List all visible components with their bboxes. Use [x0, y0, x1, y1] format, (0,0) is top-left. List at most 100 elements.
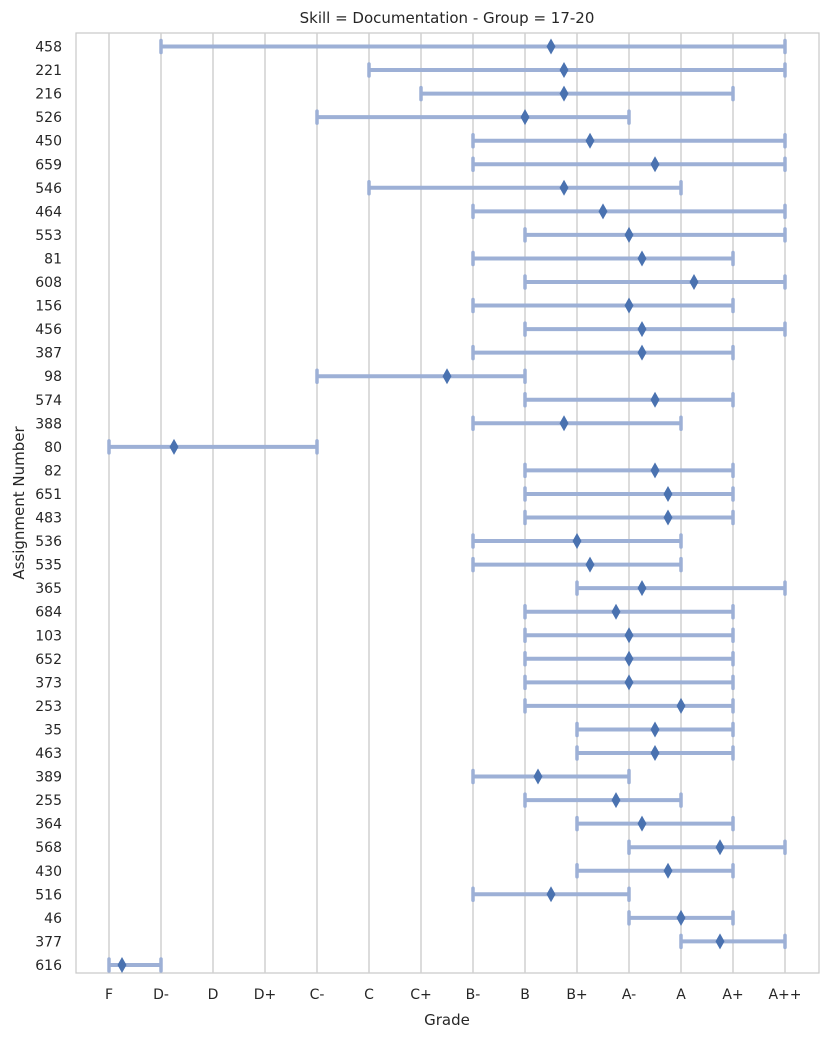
mean-marker	[637, 580, 647, 597]
x-tick-label: A	[676, 987, 686, 1003]
mean-marker	[546, 886, 556, 903]
y-tick-label: 463	[35, 746, 62, 762]
y-tick-label: 546	[35, 181, 62, 197]
mean-marker	[689, 274, 699, 290]
y-tick-label: 81	[44, 251, 62, 267]
mean-marker	[624, 297, 634, 314]
mean-marker	[650, 156, 660, 173]
x-tick-label: A+	[722, 987, 743, 1003]
x-tick-label: C-	[310, 987, 325, 1003]
mean-marker	[676, 909, 686, 926]
y-tick-labels: 458 221 216 526 450 659 546 464 553 81 608 156 456 38…	[35, 40, 62, 974]
mean-marker	[611, 603, 621, 620]
y-tick-label: 450	[35, 134, 62, 150]
y-tick-label: 255	[35, 793, 62, 809]
y-tick-label: 80	[44, 440, 62, 456]
y-tick-label: 536	[35, 534, 62, 550]
y-tick-label: 659	[35, 157, 62, 173]
mean-marker	[650, 721, 660, 738]
mean-marker	[715, 933, 725, 950]
mean-marker	[442, 368, 452, 385]
y-tick-label: 387	[35, 346, 62, 362]
y-tick-label: 216	[35, 87, 62, 103]
x-tick-label: B	[520, 987, 530, 1003]
y-tick-label: 458	[35, 40, 62, 56]
mean-marker	[663, 509, 673, 526]
y-tick-label: 377	[35, 934, 62, 950]
y-tick-label: 221	[35, 63, 62, 79]
x-tick-label: F	[105, 987, 113, 1003]
x-tick-label: C	[364, 987, 374, 1003]
mean-marker	[533, 768, 543, 785]
y-tick-label: 483	[35, 511, 62, 527]
y-axis-label: Assignment Number	[10, 425, 28, 579]
mean-marker	[585, 132, 595, 149]
x-tick-label: D-	[153, 987, 169, 1003]
range-bars	[107, 38, 787, 973]
y-tick-label: 82	[44, 463, 62, 479]
mean-marker	[663, 862, 673, 879]
plot-frame	[75, 32, 820, 974]
y-tick-label: 388	[35, 416, 62, 432]
mean-marker	[520, 109, 530, 126]
x-tick-label: C+	[410, 987, 432, 1003]
mean-marker	[572, 533, 582, 550]
y-tick-label: 430	[35, 864, 62, 880]
y-tick-label: 652	[35, 652, 62, 668]
x-tick-label: B-	[466, 987, 481, 1003]
mean-marker	[117, 956, 127, 973]
y-tick-label: 535	[35, 558, 62, 574]
y-tick-label: 651	[35, 487, 62, 503]
mean-marker	[715, 839, 725, 856]
x-tick-label: A++	[768, 987, 801, 1003]
mean-marker	[650, 745, 660, 761]
y-tick-label: 516	[35, 887, 62, 903]
y-tick-label: 35	[44, 722, 62, 738]
mean-marker	[637, 815, 647, 832]
y-tick-label: 365	[35, 581, 62, 597]
x-tick-label: D	[208, 987, 219, 1003]
y-tick-label: 574	[35, 393, 62, 409]
mean-marker	[559, 415, 569, 432]
y-tick-label: 684	[35, 605, 62, 621]
mean-marker	[624, 226, 634, 243]
mean-marker	[650, 462, 660, 479]
y-tick-label: 98	[44, 369, 62, 385]
y-tick-label: 456	[35, 322, 62, 338]
mean-marker	[637, 321, 647, 338]
y-tick-label: 46	[44, 911, 62, 927]
chart-title: Skill = Documentation - Group = 17-20	[300, 9, 595, 27]
mean-marker	[559, 85, 569, 102]
mean-marker	[598, 203, 608, 220]
mean-marker	[650, 391, 660, 408]
x-tick-label: B+	[566, 987, 587, 1003]
mean-marker	[624, 627, 634, 644]
x-tick-labels: F D- D D+ C- C C+ B- B B+ A- A A+ A++	[105, 987, 802, 1003]
y-tick-label: 253	[35, 699, 62, 715]
mean-marker	[559, 179, 569, 196]
y-tick-label: 616	[35, 958, 62, 974]
y-tick-label: 568	[35, 840, 62, 856]
mean-markers	[117, 38, 725, 973]
mean-marker	[546, 38, 556, 55]
x-tick-label: A-	[622, 987, 636, 1003]
x-tick-label: D+	[254, 987, 277, 1003]
y-tick-label: 389	[35, 770, 62, 786]
y-tick-label: 373	[35, 675, 62, 691]
mean-marker	[169, 438, 179, 455]
grid-lines	[108, 33, 786, 973]
y-tick-label: 364	[35, 817, 62, 833]
y-tick-label: 608	[35, 275, 62, 291]
mean-marker	[624, 674, 634, 691]
y-tick-label: 526	[35, 110, 62, 126]
mean-marker	[663, 485, 673, 502]
mean-marker	[624, 650, 634, 667]
mean-marker	[611, 792, 621, 809]
y-tick-label: 103	[35, 628, 62, 644]
mean-marker	[559, 62, 569, 79]
mean-marker	[637, 344, 647, 361]
y-tick-label: 553	[35, 228, 62, 244]
mean-marker	[585, 556, 595, 573]
x-axis-label: Grade	[424, 1011, 470, 1029]
